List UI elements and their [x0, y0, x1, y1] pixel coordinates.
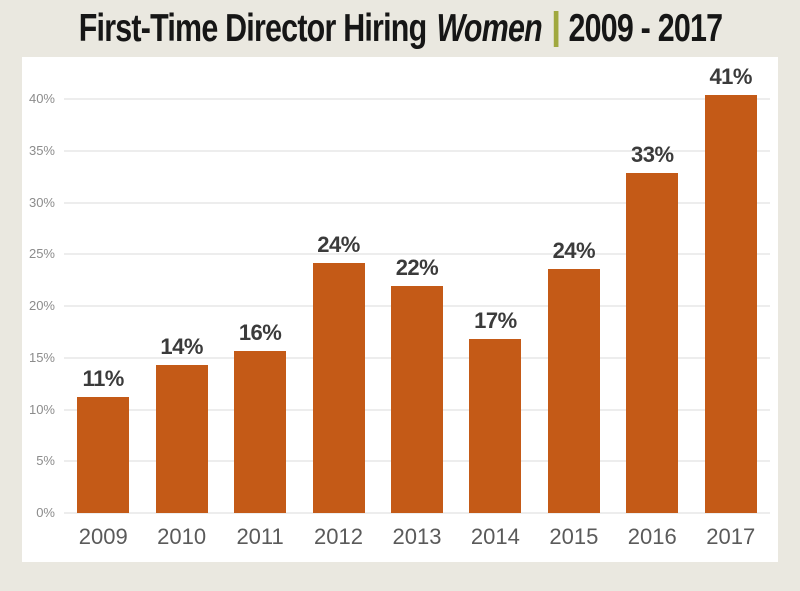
bar-2013 — [390, 286, 443, 513]
bar-2010 — [155, 365, 208, 513]
x-tick-label-2014: 2014 — [470, 524, 520, 549]
bar-value-label-2015: 24% — [552, 237, 596, 263]
gridline-35 — [64, 149, 770, 152]
bar-column-2014: 17% — [456, 309, 534, 513]
bar-2009 — [77, 397, 130, 513]
x-tick-label-2015: 2015 — [549, 524, 599, 549]
bar-2016 — [626, 172, 679, 513]
title-year-range: 2009 - 2017 — [567, 6, 723, 50]
bar-value-label-2014: 17% — [474, 308, 517, 334]
plot-area: 11% 14% 16% 24% 22% 17% 24% 33% 41% — [64, 63, 770, 514]
y-tick-label-40: 40% — [28, 91, 55, 107]
chart-title-inner: First-Time Director Hiring Women 2009 - … — [78, 7, 722, 51]
gridline-25 — [64, 253, 770, 256]
bar-2014 — [469, 339, 522, 513]
chart-title: First-Time Director Hiring Women 2009 - … — [0, 0, 800, 57]
bar-column-2017: 41% — [692, 65, 770, 513]
bars-container: 11% 14% 16% 24% 22% 17% 24% 33% 41% — [64, 63, 770, 513]
bar-2015 — [547, 268, 600, 513]
title-main-text: First-Time Director Hiring — [78, 6, 426, 50]
bar-column-2015: 24% — [535, 237, 613, 513]
bar-column-2009: 11% — [64, 367, 142, 513]
x-tick-label-2017: 2017 — [706, 524, 756, 549]
chart-panel: 0% 5% 10% 15% 20% 25% 30% 35% 40% 11% 14% 16% 24% 22… — [22, 57, 778, 562]
y-tick-label-30: 30% — [28, 194, 55, 210]
bar-2011 — [234, 350, 287, 513]
y-tick-label-35: 35% — [28, 142, 55, 158]
y-tick-label-25: 25% — [28, 246, 55, 262]
x-tick-label-2010: 2010 — [157, 524, 207, 549]
x-axis: 2009 2010 2011 2012 2013 2014 2015 2016 2017 — [64, 513, 770, 562]
y-tick-label-15: 15% — [28, 349, 55, 365]
bar-value-label-2017: 41% — [709, 64, 752, 90]
y-tick-label-20: 20% — [28, 298, 55, 314]
x-tick-label-2012: 2012 — [314, 524, 363, 549]
title-emphasis-text: Women — [436, 6, 542, 50]
x-tick-label-2011: 2011 — [236, 524, 284, 549]
x-tick-label-2009: 2009 — [78, 524, 128, 549]
y-tick-label-10: 10% — [28, 401, 55, 417]
gridline-40 — [64, 98, 770, 101]
bar-column-2016: 33% — [613, 141, 691, 513]
bar-column-2012: 24% — [299, 231, 377, 513]
title-separator-bar — [553, 10, 558, 47]
y-tick-label-5: 5% — [36, 453, 55, 469]
bar-2017 — [704, 95, 757, 513]
bar-column-2010: 14% — [142, 335, 220, 513]
y-tick-label-0: 0% — [36, 505, 55, 520]
bar-value-label-2009: 11% — [82, 366, 125, 392]
gridline-0 — [64, 512, 770, 514]
gridline-30 — [64, 201, 770, 204]
y-axis: 0% 5% 10% 15% 20% 25% 30% 35% 40% — [22, 63, 64, 520]
x-tick-label-2016: 2016 — [627, 524, 677, 549]
bar-value-label-2010: 14% — [160, 334, 203, 360]
bar-column-2013: 22% — [378, 256, 456, 513]
bar-value-label-2013: 22% — [395, 255, 439, 281]
x-tick-label-2013: 2013 — [392, 524, 442, 549]
bar-value-label-2016: 33% — [631, 141, 674, 167]
bar-column-2011: 16% — [221, 319, 299, 513]
bar-value-label-2012: 24% — [317, 231, 360, 257]
bar-2012 — [312, 262, 365, 513]
bar-value-label-2011: 16% — [238, 319, 282, 345]
